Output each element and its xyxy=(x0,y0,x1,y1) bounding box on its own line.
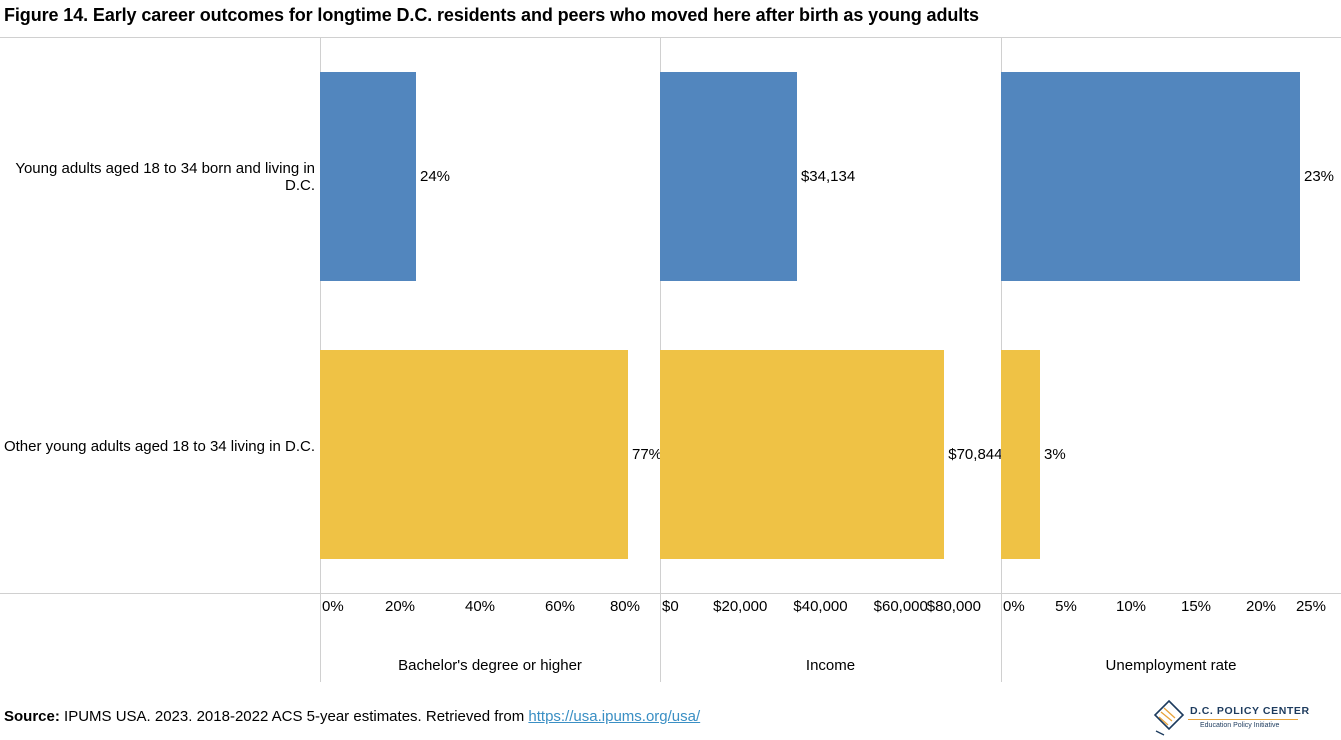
tick-label: $80,000 xyxy=(926,598,981,615)
tick-label: 10% xyxy=(1115,598,1147,615)
axis-baseline xyxy=(0,593,1341,594)
bar xyxy=(660,350,945,559)
bar xyxy=(320,72,416,281)
bar xyxy=(1001,72,1300,281)
source-note: Source: IPUMS USA. 2023. 2018-2022 ACS 5… xyxy=(4,708,700,725)
dc-policy-center-logo: D.C. POLICY CENTER Education Policy Init… xyxy=(1152,698,1309,738)
data-label: $70,844 xyxy=(948,445,1003,463)
tick-label: 0% xyxy=(322,598,344,615)
panel-title: Bachelor's degree or higher xyxy=(398,657,582,674)
panel-title: Income xyxy=(805,657,856,674)
category-label: Young adults aged 18 to 34 born and livi… xyxy=(15,159,315,194)
tick-label: $40,000 xyxy=(793,598,848,615)
tick-label: 40% xyxy=(464,598,496,615)
bar xyxy=(1001,350,1040,559)
data-label: 23% xyxy=(1304,167,1335,185)
source-link[interactable]: https://usa.ipums.org/usa/ xyxy=(528,708,701,725)
data-label: $34,134 xyxy=(800,167,856,185)
panel-title: Unemployment rate xyxy=(1105,657,1237,674)
tick-label: 5% xyxy=(1055,598,1077,615)
top-rule xyxy=(0,37,1341,38)
tick-label: $0 xyxy=(662,598,679,615)
category-label: Other young adults aged 18 to 34 living … xyxy=(3,437,315,455)
source-text: IPUMS USA. 2023. 2018-2022 ACS 5-year es… xyxy=(59,708,529,725)
tick-label: $60,000 xyxy=(873,598,928,615)
tick-label: 80% xyxy=(609,598,640,615)
source-label: Source: xyxy=(4,708,60,725)
tick-label: 0% xyxy=(1003,598,1025,615)
tick-label: 20% xyxy=(384,598,416,615)
logo-divider xyxy=(1188,719,1298,720)
tick-label: 20% xyxy=(1245,598,1277,615)
tick-label: 25% xyxy=(1295,598,1326,615)
logo-title: D.C. POLICY CENTER xyxy=(1190,705,1310,717)
tick-label: 60% xyxy=(544,598,576,615)
tick-label: $20,000 xyxy=(713,598,768,615)
chart-title: Figure 14. Early career outcomes for lon… xyxy=(4,5,979,25)
data-label: 3% xyxy=(1044,445,1066,463)
data-label: 24% xyxy=(420,167,451,185)
bar xyxy=(320,350,628,559)
logo-subtitle: Education Policy Initiative xyxy=(1200,722,1280,729)
bar xyxy=(660,72,797,281)
dc-map-icon xyxy=(1153,699,1185,736)
tick-label: 15% xyxy=(1180,598,1212,615)
data-label: 77% xyxy=(632,445,663,463)
